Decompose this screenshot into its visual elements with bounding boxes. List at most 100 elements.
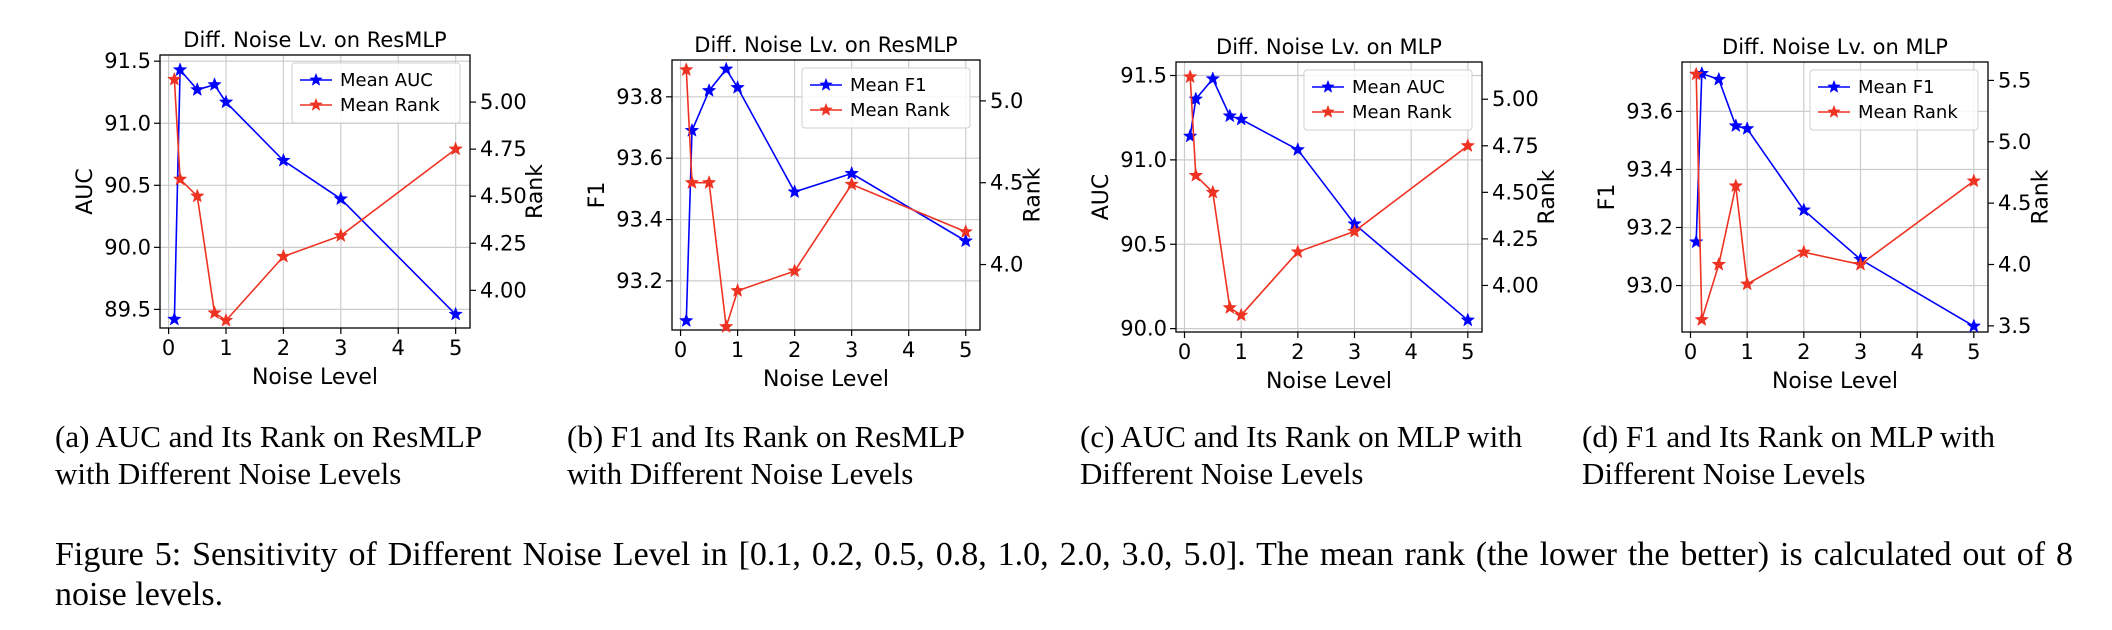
- legend-marker: [309, 72, 323, 86]
- y-right-tick-label: 4.5: [1998, 191, 2031, 215]
- y-right-tick-label: 4.0: [990, 253, 1023, 277]
- data-point-metric: [844, 165, 859, 180]
- subcaption-d-line1: (d) F1 and Its Rank on MLP with: [1582, 419, 1996, 454]
- subcaption-b-line1: (b) F1 and Its Rank on ResMLP: [567, 419, 965, 454]
- data-point-rank: [333, 227, 349, 242]
- chart-title: Diff. Noise Lv. on ResMLP: [183, 28, 446, 52]
- y-tick-label: 93.0: [1626, 274, 1673, 298]
- data-point-metric: [718, 61, 734, 76]
- y-axis-label: F1: [1595, 184, 1620, 211]
- legend-label: Mean Rank: [340, 95, 440, 116]
- legend-label: Mean F1: [1858, 77, 1935, 98]
- chart-panel-2: 0 1 2 3 4 5 90.0 90.5 91.0 91.5 4.00 4.25 4.50 4.75 5.…: [1089, 35, 1560, 394]
- legend-marker: [819, 102, 833, 116]
- figure-caption-text: Sensitivity of Different Noise Level in …: [55, 536, 2074, 613]
- data-point-metric: [448, 306, 463, 321]
- y-right-tick-label: 4.00: [1492, 273, 1539, 297]
- y-right-axis-label: Rank: [2029, 169, 2054, 224]
- series-line-metric: [685, 67, 967, 321]
- data-point-metric: [678, 313, 694, 328]
- x-tick-label: 1: [1234, 340, 1247, 364]
- x-tick-label: 1: [731, 338, 744, 362]
- y-right-axis-label: Rank: [1021, 167, 1046, 222]
- data-point-rank: [1182, 69, 1198, 84]
- data-point-rank: [684, 174, 700, 189]
- legend-marker: [1827, 79, 1841, 93]
- data-point-metric: [1460, 312, 1476, 327]
- plot-frame: [1175, 61, 1483, 333]
- y-axis-label: AUC: [73, 168, 98, 215]
- data-point-metric: [684, 122, 700, 137]
- data-point-metric: [1205, 71, 1221, 86]
- x-tick-label: 0: [1684, 340, 1697, 364]
- x-axis-label: Noise Level: [252, 365, 378, 390]
- data-point-metric: [1711, 71, 1727, 86]
- y-tick-label: 90.0: [104, 235, 151, 259]
- data-point-metric: [1739, 121, 1755, 135]
- chart-title: Diff. Noise Lv. on MLP: [1722, 35, 1948, 59]
- y-tick-label: 90.0: [1120, 317, 1167, 341]
- data-point-metric: [1966, 318, 1982, 333]
- y-right-tick-label: 3.5: [1998, 314, 2031, 338]
- legend-marker: [309, 97, 323, 111]
- y-right-tick-label: 4.25: [1492, 227, 1539, 251]
- data-point-rank: [1711, 256, 1727, 271]
- y-right-tick-label: 5.5: [1998, 68, 2031, 92]
- y-tick-label: 91.0: [104, 111, 151, 135]
- y-right-tick-label: 4.50: [480, 184, 527, 208]
- data-point-rank: [701, 174, 717, 189]
- data-point-rank: [1739, 276, 1755, 291]
- legend-marker: [1321, 79, 1335, 93]
- y-tick-label: 93.2: [1626, 215, 1673, 239]
- data-point-rank: [1233, 307, 1249, 322]
- y-tick-label: 93.2: [616, 269, 663, 293]
- subcaption-d: (d) F1 and Its Rank on MLP with Differen…: [1582, 418, 2087, 492]
- subcaption-d-line2: Different Noise Levels: [1582, 456, 1866, 491]
- data-point-rank: [1853, 256, 1868, 271]
- legend-marker: [1321, 104, 1335, 118]
- y-tick-label: 91.5: [104, 49, 151, 73]
- x-tick-label: 4: [392, 336, 405, 360]
- data-point-metric: [1728, 118, 1744, 133]
- data-point-metric: [958, 233, 974, 248]
- legend-label: Mean F1: [850, 75, 927, 96]
- subcaption-c: (c) AUC and Its Rank on MLP with Differe…: [1080, 418, 1580, 492]
- data-point-rank: [1188, 167, 1204, 182]
- x-tick-label: 2: [1797, 340, 1810, 364]
- data-point-rank: [1966, 173, 1982, 188]
- x-tick-label: 2: [1291, 340, 1304, 364]
- y-right-tick-label: 5.0: [990, 89, 1023, 113]
- chart-title: Diff. Noise Lv. on ResMLP: [694, 33, 957, 57]
- y-right-axis-label: Rank: [1535, 169, 1560, 224]
- data-point-metric: [1182, 128, 1198, 143]
- legend-box: [801, 67, 971, 129]
- data-point-rank: [844, 176, 859, 191]
- data-point-metric: [172, 62, 188, 77]
- y-right-tick-label: 4.5: [990, 171, 1023, 195]
- figure-charts: 0 1 2 3 4 589.590.090.591.091.54.004.254.504.…: [73, 28, 2054, 394]
- legend-label: Mean AUC: [1352, 77, 1445, 98]
- data-point-rank: [958, 224, 974, 239]
- chart-title: Diff. Noise Lv. on MLP: [1216, 35, 1442, 59]
- x-tick-label: 5: [1461, 340, 1474, 364]
- data-point-rank: [1694, 311, 1710, 326]
- y-tick-label: 91.0: [1120, 148, 1167, 172]
- subcaption-a: (a) AUC and Its Rank on ResMLP with Diff…: [55, 418, 560, 492]
- y-right-tick-label: 4.25: [480, 231, 527, 255]
- y-right-axis-label: Rank: [523, 164, 548, 219]
- series-line-rank: [1695, 74, 1975, 320]
- y-right-tick-label: 4.0: [1998, 253, 2031, 277]
- y-right-tick-label: 4.50: [1492, 180, 1539, 204]
- legend-marker: [819, 77, 833, 91]
- data-point-rank: [167, 71, 182, 86]
- data-point-rank: [1796, 244, 1812, 259]
- plot-frame: [671, 59, 981, 331]
- y-right-tick-label: 5.00: [480, 90, 527, 114]
- data-point-rank: [787, 263, 802, 278]
- y-tick-label: 89.5: [104, 297, 151, 321]
- x-tick-label: 0: [1178, 340, 1191, 364]
- x-tick-label: 3: [1854, 340, 1867, 364]
- chart-panel-1: 0 1 2 3 4 5 93.2 93.4 93.6 93.8 4.0 4.5 5.0 Diff. Noi…: [585, 33, 1046, 392]
- y-right-tick-label: 5.00: [1492, 87, 1539, 111]
- subcaption-c-line2: Different Noise Levels: [1080, 456, 1364, 491]
